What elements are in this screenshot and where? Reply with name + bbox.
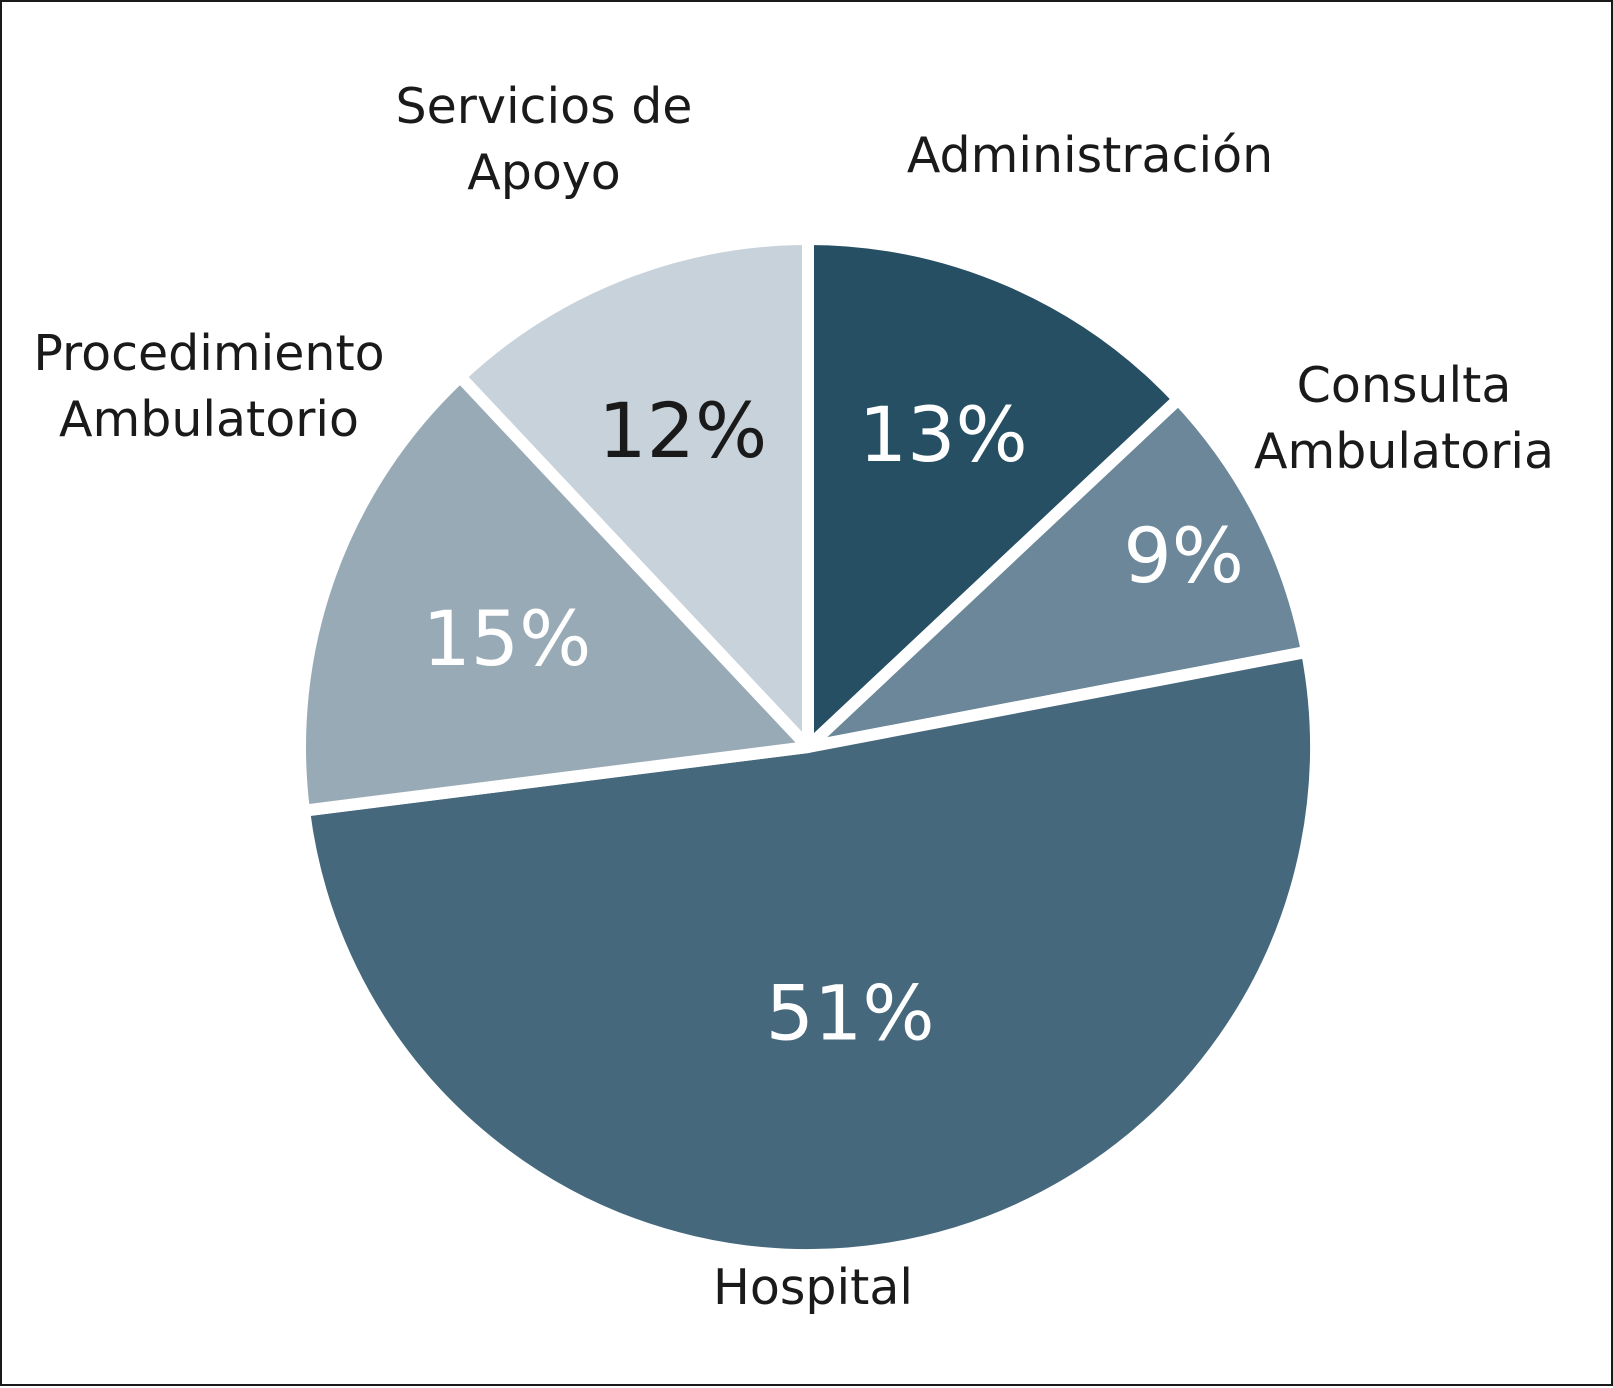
category-label-consulta-ambulatoria: Consulta Ambulatoria [1254, 357, 1554, 480]
percent-label-administracion: 13% [859, 390, 1028, 479]
category-label-line: Servicios de [396, 78, 693, 135]
pie-slice-hospital [298, 645, 1323, 1262]
percent-label-procedimiento-ambulatorio: 15% [422, 594, 591, 683]
pie-slice-procedimiento-ambulatorio [294, 370, 814, 817]
category-label-line: Apoyo [467, 144, 621, 201]
category-label-line: Procedimiento [33, 325, 384, 382]
pie-slice-administracion [802, 233, 1185, 753]
category-label-servicios-de-apoyo: Servicios de Apoyo [396, 78, 693, 201]
category-label-line: Ambulatoria [1254, 423, 1554, 480]
category-labels: Administración Consulta Ambulatoria Hospita… [33, 78, 1554, 1316]
category-label-hospital: Hospital [713, 1259, 913, 1316]
percent-label-consulta-ambulatoria: 9% [1123, 511, 1244, 600]
category-label-line: Consulta [1297, 357, 1512, 414]
category-label-procedimiento-ambulatorio: Procedimiento Ambulatorio [33, 325, 384, 448]
category-label-administracion: Administración [907, 127, 1273, 184]
pie-slices [294, 233, 1323, 1262]
percent-label-hospital: 51% [766, 968, 935, 1057]
category-label-line: Ambulatorio [59, 391, 359, 448]
category-label-line: Administración [907, 127, 1273, 184]
percent-label-servicios-de-apoyo: 12% [598, 386, 767, 475]
category-label-line: Hospital [713, 1259, 913, 1316]
pie-slice-consulta-ambulatoria [802, 393, 1313, 753]
percent-labels: 13% 9% 51% 15% 12% [422, 386, 1244, 1057]
pie-slice-servicios-de-apoyo [454, 233, 814, 753]
